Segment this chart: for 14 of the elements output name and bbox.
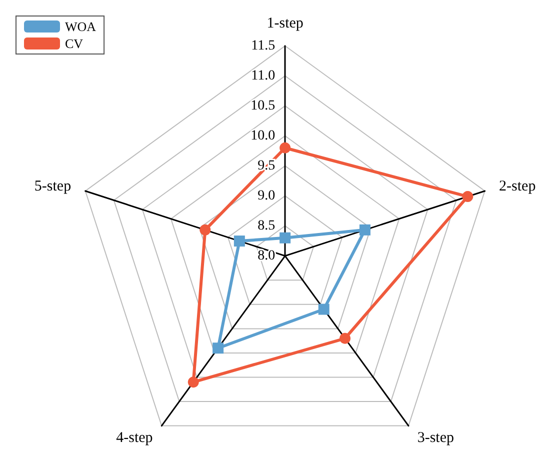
y-tick-label: 11.0 bbox=[251, 68, 276, 84]
spoke-label: 1-step bbox=[266, 15, 304, 32]
y-tick-label: 10.0 bbox=[250, 128, 276, 144]
spoke-label: 2-step bbox=[499, 178, 536, 194]
y-tick-label: 8.0 bbox=[258, 248, 276, 264]
spoke-label: 3-step bbox=[417, 430, 454, 446]
legend-label: WOA bbox=[65, 19, 97, 34]
spoke-label: 5-step bbox=[34, 178, 72, 194]
legend-label: CV bbox=[65, 36, 84, 51]
spoke-label: 4-step bbox=[116, 430, 153, 446]
y-tick-label: 8.5 bbox=[258, 218, 276, 234]
y-tick-label: 9.0 bbox=[258, 188, 276, 204]
y-tick-label: 10.5 bbox=[250, 98, 276, 114]
y-tick-label: 11.5 bbox=[251, 38, 276, 54]
